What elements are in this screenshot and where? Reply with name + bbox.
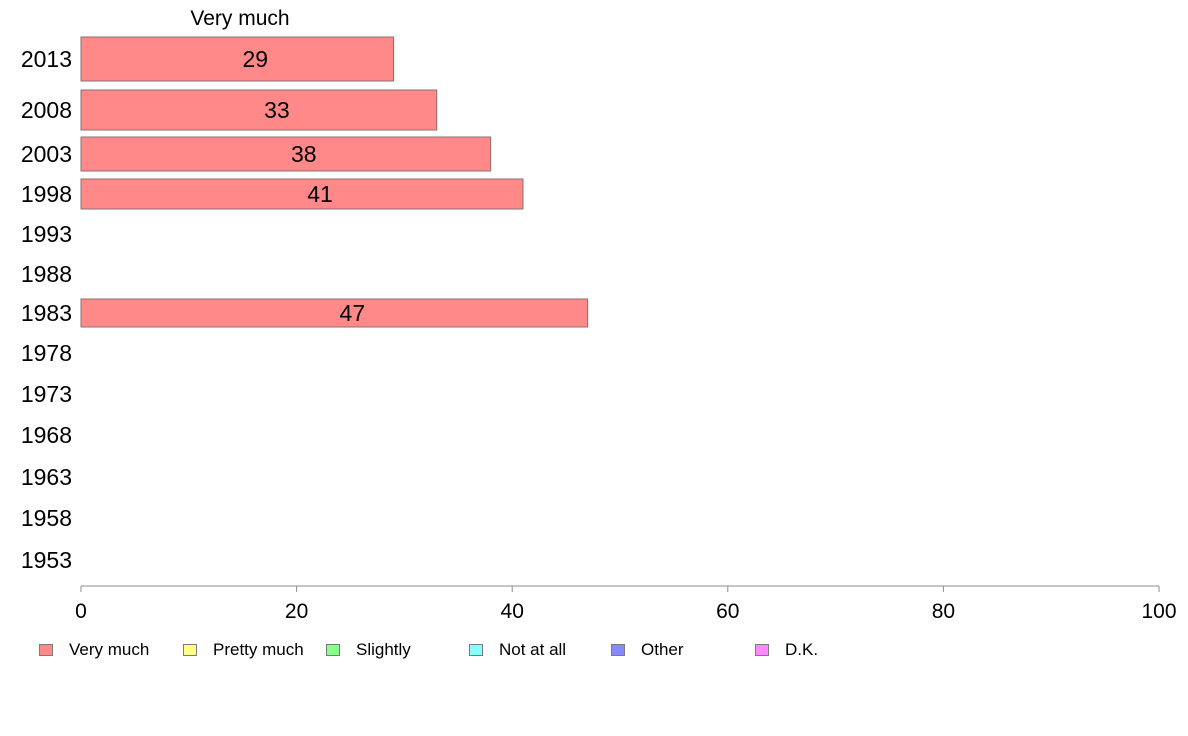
legend-swatch-slightly bbox=[326, 644, 340, 656]
legend-swatch-other bbox=[611, 644, 625, 656]
legend-item-very-much: Very much bbox=[39, 638, 149, 662]
legend-label: Slightly bbox=[356, 640, 411, 659]
x-tick-label: 100 bbox=[1141, 600, 1176, 623]
legend-label: Not at all bbox=[499, 640, 567, 659]
bar-value-label: 29 bbox=[243, 46, 269, 72]
legend-swatch-dk bbox=[755, 644, 769, 656]
bar bbox=[80, 89, 438, 131]
legend-item-dk: D.K. bbox=[755, 638, 818, 662]
legend-label: Very much bbox=[69, 640, 150, 659]
bar-value-label: 33 bbox=[264, 97, 290, 123]
legend-item-other: Other bbox=[611, 638, 684, 662]
bar bbox=[80, 298, 589, 328]
y-tick-label: 1963 bbox=[21, 464, 72, 490]
y-tick-label: 1968 bbox=[21, 422, 72, 448]
bar-value-label: 41 bbox=[307, 181, 333, 207]
bar-value-label: 47 bbox=[340, 300, 366, 326]
y-tick-label: 1998 bbox=[21, 181, 72, 207]
y-tick-label: 1988 bbox=[21, 261, 72, 287]
bar bbox=[80, 36, 395, 82]
legend: Very much Pretty much Slightly Not at al… bbox=[0, 638, 1188, 662]
legend-label: Other bbox=[641, 640, 684, 659]
x-tick-label: 80 bbox=[932, 600, 955, 623]
y-tick-label: 1958 bbox=[21, 505, 72, 531]
y-tick-label: 1953 bbox=[21, 547, 72, 573]
y-tick-label: 1993 bbox=[21, 221, 72, 247]
x-tick-label: 0 bbox=[75, 600, 87, 623]
legend-label: Pretty much bbox=[213, 640, 304, 659]
y-tick-label: 2013 bbox=[21, 46, 72, 72]
bar bbox=[80, 136, 492, 172]
bar bbox=[80, 178, 524, 210]
y-tick-label: 2003 bbox=[21, 141, 72, 167]
legend-swatch-not-at-all bbox=[469, 644, 483, 656]
y-tick-label: 2008 bbox=[21, 97, 72, 123]
legend-item-not-at-all: Not at all bbox=[469, 638, 566, 662]
x-tick-label: 40 bbox=[501, 600, 524, 623]
x-axis: 0 20 40 60 80 100 bbox=[75, 585, 1177, 623]
x-tick-label: 20 bbox=[285, 600, 308, 623]
legend-item-slightly: Slightly bbox=[326, 638, 411, 662]
y-tick-label: 1983 bbox=[21, 300, 72, 326]
y-tick-label: 1978 bbox=[21, 340, 72, 366]
chart-title: Very much bbox=[190, 7, 289, 30]
legend-swatch-very-much bbox=[39, 644, 53, 656]
x-tick-label: 60 bbox=[716, 600, 739, 623]
legend-swatch-pretty-much bbox=[183, 644, 197, 656]
legend-label: D.K. bbox=[785, 640, 819, 659]
legend-item-pretty-much: Pretty much bbox=[183, 638, 304, 662]
bar-value-label: 38 bbox=[291, 141, 317, 167]
y-tick-label: 1973 bbox=[21, 381, 72, 407]
y-axis: 2013 2008 2003 1998 1993 1988 1983 1978 1973 1968… bbox=[21, 46, 72, 573]
